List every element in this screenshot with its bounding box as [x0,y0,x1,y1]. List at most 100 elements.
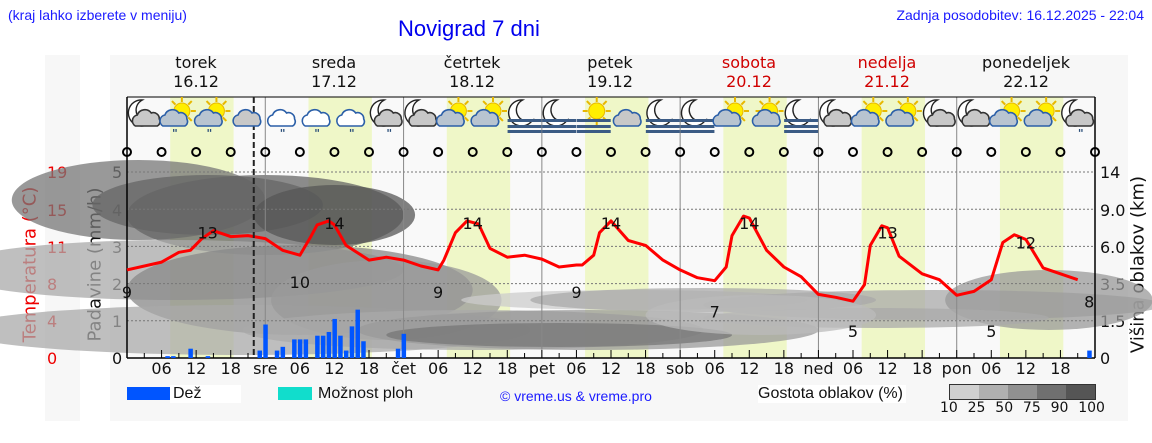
cloud-height-tick: 9.0 [1100,201,1126,220]
x-axis-tick-label: 18 [220,359,241,378]
temperature-value-label: 8 [1084,293,1094,312]
wind-indicator [398,147,409,157]
x-axis-tick-label: 18 [911,359,933,378]
sun-cloud-icon [850,97,888,127]
x-axis-tick-label: pet [528,359,555,378]
rain-bar [263,324,268,358]
wind-indicator [364,147,374,157]
svg-text:": " [314,127,320,140]
x-axis-tick-label: 06 [842,359,864,378]
rain-bar [395,348,401,358]
rain-bar [343,350,349,358]
rain-bar [297,339,303,358]
wind-indicator [502,147,513,157]
temperature-value-label: 14 [324,214,344,233]
temp-tick: 0 [47,349,58,368]
x-axis-tick-label: 06 [289,359,311,378]
temperature-line [126,214,1079,303]
svg-text:": " [1078,127,1084,140]
x-axis-tick-label: ned [803,359,834,378]
wind-indicator [536,147,547,157]
wind-indicator [260,147,271,157]
temperature-value-label: 9 [571,283,581,302]
moon-cloud-rain-icon: " [369,99,403,140]
rain-bar [188,348,193,358]
wind-indicator [1020,147,1031,157]
copyright-link[interactable]: © vreme.us & vreme.pro [500,388,652,404]
moon-cloud-icon [957,99,991,127]
cloud-rain-icon: " [301,108,331,140]
x-axis-tick-label: 18 [497,359,518,378]
sun-cloud-small-icon [751,97,784,127]
x-axis-tick-label: 06 [704,359,725,378]
temperature-value-label: 13 [197,224,217,243]
wind-indicator [917,147,928,157]
x-axis-tick-label: 12 [739,359,760,378]
rain-legend-label: Dež [170,385,242,403]
wind-indicator [606,147,616,157]
x-axis-tick-label: 12 [1015,359,1037,378]
density-tick: 75 [1022,400,1041,416]
sun-cloud-icon [1023,97,1061,127]
wind-indicator [1090,147,1100,157]
cloud-density-label: Gostota oblakov (%) [758,385,906,403]
density-swatch [1037,385,1066,399]
wind-indicator [225,147,236,157]
sun-cloud-rain-icon: " [159,97,196,140]
wind-indicator [813,147,824,157]
density-swatch [950,385,979,399]
rain-legend-swatch [127,387,175,400]
cloud-height-tick: 14 [1100,163,1121,182]
rain-bar [315,335,320,358]
rain-bar [355,309,360,358]
svg-text:": " [386,127,392,140]
x-axis-tick-label: 18 [358,359,380,378]
day-header: sreda 17.12 [311,53,357,91]
wind-indicator [709,147,720,157]
x-axis-tick-label: 06 [566,359,587,378]
x-axis-tick-label: 12 [324,359,345,378]
rain-bar [361,341,366,358]
rain-bar [401,333,407,358]
wind-indicator [122,147,132,157]
moon-fog-icon [784,99,819,133]
last-update: Zadnja posodobitev: 16.12.2025 - 22:04 [896,7,1144,23]
wind-indicator [848,147,858,157]
day-header: četrtek 18.12 [443,53,501,91]
moon-fog-icon [680,99,715,133]
x-axis-tick-label: 06 [981,359,1002,378]
rain-bar [165,356,170,358]
x-axis-tick-label: 12 [877,359,898,378]
x-axis-tick-label: sob [666,359,695,378]
rain-bar [338,335,343,358]
wind-indicator [675,147,686,157]
showers-legend-label: Možnost ploh [318,385,414,402]
rain-bar [257,350,263,358]
cloud-density-area [253,185,416,245]
rain-bar [332,318,337,358]
x-axis-labels: 06 12 18 sre 06 12 18 čet 06 12 18 pet 06 12 18 sob 06 12… [0,359,1152,381]
sun-cloud-icon [435,97,473,127]
wind-indicator [433,147,444,157]
temperature-value-label: 13 [877,224,897,243]
moon-cloud-icon [922,99,956,127]
svg-text:": " [280,127,286,140]
density-tick: 100 [1078,400,1105,416]
x-axis-tick-label: 06 [151,359,172,378]
density-swatch [1066,385,1095,399]
sun-cloud-icon [470,97,507,127]
temperature-value-label: 5 [848,322,858,341]
cloud-density-ticks: 10 25 50 75 90 100 [940,400,1105,416]
wind-indicator [986,147,997,157]
rain-bar [171,356,176,358]
rain-bar [274,350,280,358]
rain-bar [349,326,355,358]
density-tick: 50 [995,400,1014,416]
x-axis-tick-label: 12 [600,359,622,378]
sun-fog-icon [576,97,611,133]
density-tick: 10 [940,400,958,416]
day-header: petek 19.12 [587,53,633,91]
cloud-height-tick: 6.0 [1100,238,1126,257]
moon-fog-icon [645,99,680,133]
